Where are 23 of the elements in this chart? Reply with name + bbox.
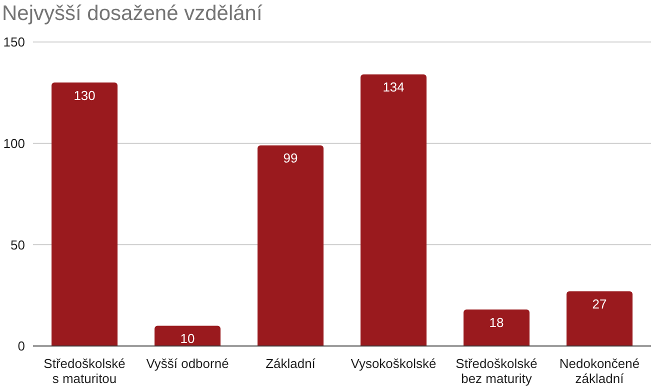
bar xyxy=(566,291,633,346)
y-tick-label: 150 xyxy=(3,34,25,50)
data-label: 18 xyxy=(489,314,504,330)
x-tick-label: Vyšší odborné xyxy=(146,356,229,371)
data-label: 99 xyxy=(283,150,298,166)
x-tick-label: Středoškolské bez maturity xyxy=(456,356,538,386)
data-label: 134 xyxy=(382,80,404,95)
data-label: 130 xyxy=(74,88,96,103)
data-label: 27 xyxy=(592,296,607,312)
y-tick-label: 0 xyxy=(18,338,25,354)
data-label: 10 xyxy=(180,330,195,346)
y-tick-label: 50 xyxy=(10,237,25,252)
chart-title: Nejvyšší dosažené vzdělání xyxy=(1,1,264,27)
bar xyxy=(464,310,530,346)
x-tick-label: Nedokončené základní xyxy=(559,356,640,386)
x-tick-label: Základní xyxy=(266,356,316,371)
bar xyxy=(360,74,427,346)
y-tick-label: 100 xyxy=(3,136,25,151)
bar xyxy=(154,326,221,346)
bar xyxy=(52,82,118,346)
x-tick-label: Vysokoškolské xyxy=(350,356,436,371)
bar xyxy=(258,145,324,346)
x-tick-label: Středoškolské s maturitou xyxy=(44,356,126,386)
